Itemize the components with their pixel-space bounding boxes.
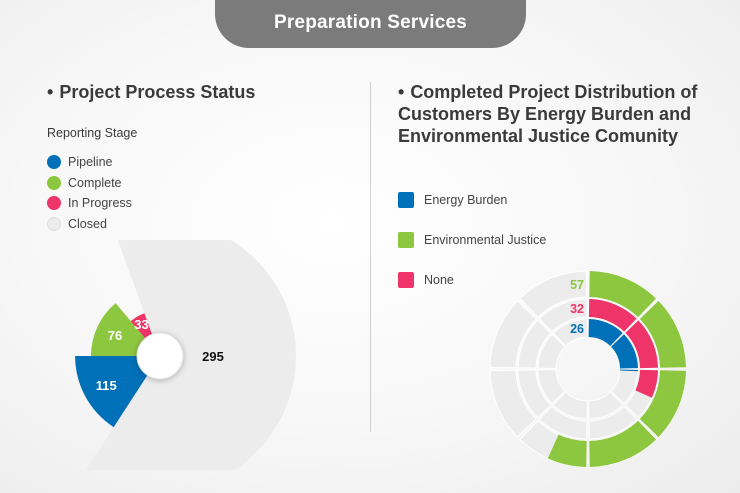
legend-heading: Reporting Stage xyxy=(47,126,138,140)
legend-label: Energy Burden xyxy=(424,193,508,207)
radial-track-segment xyxy=(519,270,588,318)
legend-square-none xyxy=(398,272,414,288)
radial-bar-energy-burden xyxy=(611,334,638,369)
right-title-text: Completed Project Distribution of Custom… xyxy=(398,82,698,146)
polar-label-closed: 295 xyxy=(202,349,224,364)
radial-track-segment xyxy=(588,405,638,440)
polar-slice-pipeline xyxy=(75,356,160,428)
radial-track-segment xyxy=(537,333,566,369)
right-section-title: • Completed Project Distribution of Custo… xyxy=(398,81,708,147)
radial-bar-energy-burden xyxy=(619,369,638,372)
radial-track-segment xyxy=(552,391,588,420)
radial-bar-energy-burden xyxy=(588,319,623,346)
radial-label-environmental-justice: 57 xyxy=(570,278,584,292)
polar-center-hole xyxy=(136,332,184,380)
radial-track-segment xyxy=(517,319,552,369)
legend-square-energy-burden xyxy=(398,192,414,208)
legend-dot-pipeline xyxy=(47,155,61,169)
left-title-text: Project Process Status xyxy=(59,82,256,102)
radial-track-segment xyxy=(538,405,588,440)
legend-item-energy-burden: Energy Burden xyxy=(398,192,507,208)
divider xyxy=(370,82,371,432)
bullet: • xyxy=(47,82,54,102)
radial-bar-environmental-justice xyxy=(639,370,686,438)
legend-dot-closed xyxy=(47,217,61,231)
legend-item-closed: Closed xyxy=(47,217,107,231)
radial-label-energy-burden: 26 xyxy=(570,322,584,336)
polar-label-complete: 76 xyxy=(108,328,122,343)
polar-label-in-progress: 33 xyxy=(134,317,148,332)
legend-label: Environmental Justice xyxy=(424,233,547,247)
left-section-title: • Project Process Status xyxy=(47,81,255,103)
polar-label-pipeline: 115 xyxy=(96,378,117,393)
radial-track-segment xyxy=(588,391,624,420)
legend-square-environmental-justice xyxy=(398,232,414,248)
radial-bar-none xyxy=(625,320,658,369)
radial-track-segment xyxy=(537,369,566,405)
legend-dot-in-progress xyxy=(47,196,61,210)
legend-item-complete: Complete xyxy=(47,176,122,190)
legend-label: None xyxy=(424,273,454,287)
radial-bar-none xyxy=(635,369,658,398)
polar-area-chart: 115 76 33 295 xyxy=(75,240,296,470)
legend-item-environmental-justice: Environmental Justice xyxy=(398,232,546,248)
radial-label-none: 32 xyxy=(570,302,584,316)
radial-bar-none xyxy=(588,299,637,332)
bullet: • xyxy=(398,82,405,102)
legend-item-none: None xyxy=(398,272,454,288)
radial-bar-environmental-justice xyxy=(639,300,686,368)
radial-bar-chart: 57 32 26 xyxy=(489,270,687,468)
radial-bar-environmental-justice xyxy=(589,420,657,467)
legend-dot-complete xyxy=(47,176,61,190)
legend-label: Pipeline xyxy=(68,155,113,169)
polar-slice-closed xyxy=(85,240,296,470)
page-title: Preparation Services xyxy=(273,12,468,33)
radial-track-segment xyxy=(489,300,537,369)
legend-label: Complete xyxy=(68,176,122,190)
radial-track-segment xyxy=(538,298,588,333)
radial-bar-environmental-justice xyxy=(589,271,657,318)
legend-label: In Progress xyxy=(68,196,132,210)
legend-label: Closed xyxy=(68,217,107,231)
radial-track-segment xyxy=(517,369,552,419)
radial-track-segment xyxy=(610,369,639,405)
radial-track-segment xyxy=(552,318,588,347)
legend-item-in-progress: In Progress xyxy=(47,196,132,210)
radial-track-segment xyxy=(489,369,537,438)
radial-bar-environmental-justice xyxy=(547,434,587,467)
legend-item-pipeline: Pipeline xyxy=(47,155,112,169)
header-tab: Preparation Services xyxy=(215,0,526,48)
